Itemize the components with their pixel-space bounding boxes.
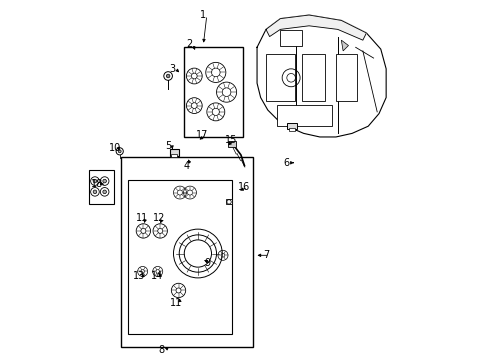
Circle shape (118, 150, 121, 153)
Polygon shape (265, 15, 366, 40)
Text: 5: 5 (165, 141, 171, 151)
Text: 15: 15 (224, 135, 237, 145)
Bar (280, 31, 301, 45)
Text: 13: 13 (133, 271, 145, 281)
Text: 7: 7 (263, 250, 268, 260)
Text: 10: 10 (108, 143, 121, 153)
Bar (286, 123, 296, 129)
Bar (225, 199, 232, 204)
Circle shape (166, 74, 169, 78)
Text: 1: 1 (200, 10, 206, 20)
Circle shape (102, 190, 106, 194)
Text: 8: 8 (158, 345, 164, 355)
Bar (228, 141, 236, 147)
Text: 16: 16 (238, 182, 250, 192)
Circle shape (102, 179, 106, 183)
Polygon shape (257, 15, 386, 137)
Text: 6: 6 (283, 158, 289, 168)
Bar (128, 180, 231, 334)
Circle shape (93, 179, 97, 183)
Text: 18: 18 (91, 179, 103, 189)
Bar (169, 149, 179, 156)
Text: 2: 2 (185, 39, 192, 49)
Bar (301, 54, 325, 101)
Text: 11: 11 (135, 213, 147, 222)
Text: 14: 14 (150, 271, 163, 281)
Circle shape (93, 190, 97, 194)
Bar (335, 54, 357, 101)
Bar (276, 105, 332, 126)
Text: 4: 4 (183, 161, 190, 171)
Text: 11: 11 (170, 298, 182, 308)
Bar (288, 128, 294, 131)
Text: 3: 3 (169, 64, 175, 74)
Bar (183, 47, 242, 137)
Polygon shape (341, 40, 348, 51)
Text: 12: 12 (153, 213, 165, 222)
Bar (171, 154, 177, 157)
Bar (88, 170, 114, 204)
Bar (121, 157, 253, 347)
Text: 17: 17 (196, 130, 208, 140)
Text: 9: 9 (203, 258, 210, 268)
Bar (265, 54, 294, 101)
